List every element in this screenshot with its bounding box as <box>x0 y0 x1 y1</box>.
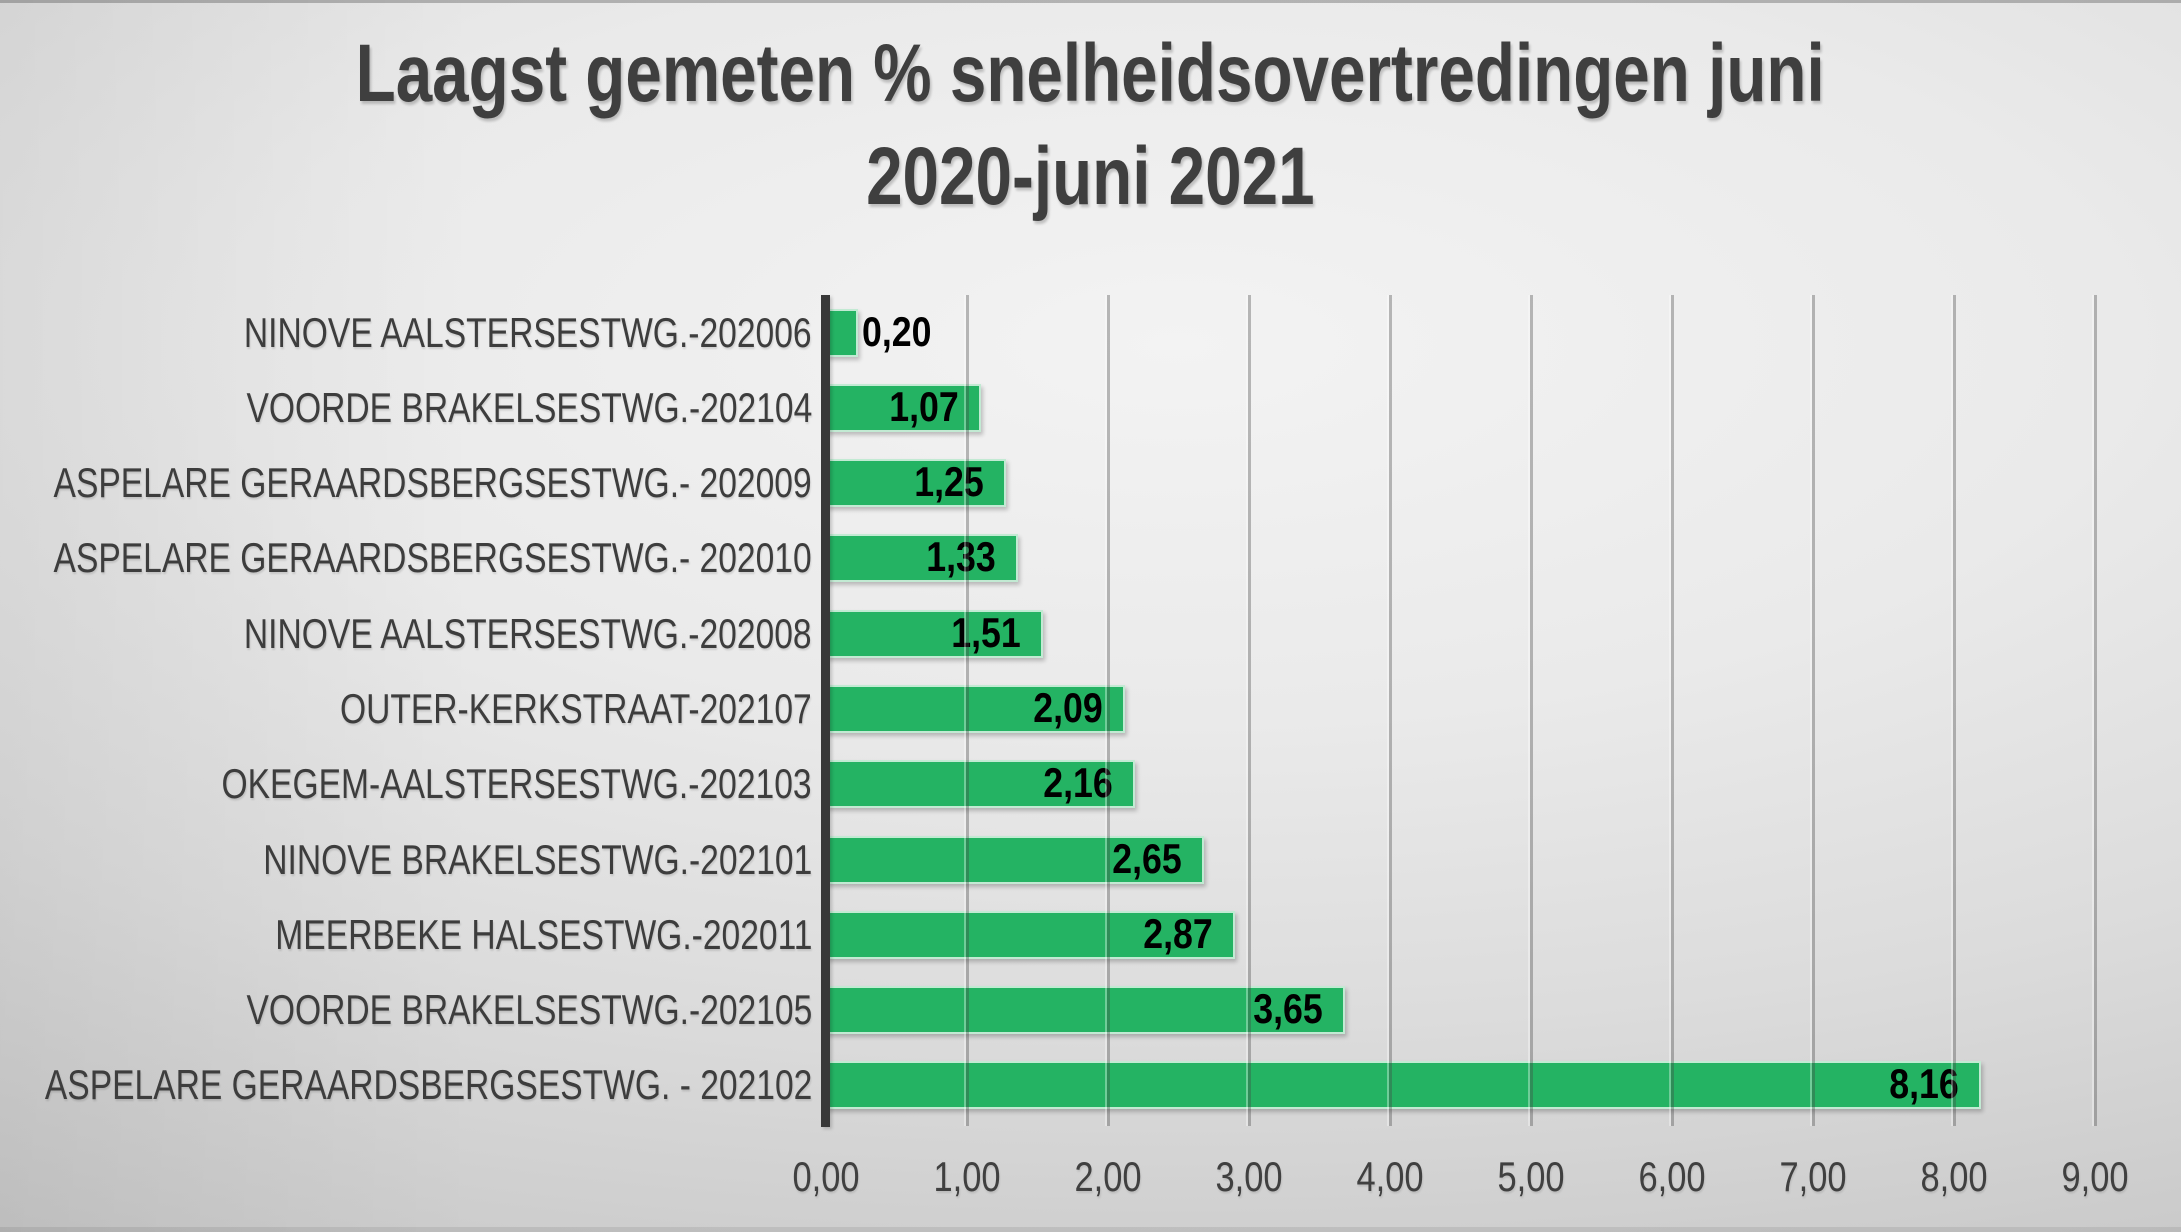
value-label: 2,16 <box>1031 762 1113 804</box>
category-label-text: VOORDE BRAKELSESTWG.-202104 <box>246 384 812 431</box>
category-label: ASPELARE GERAARDSBERGSESTWG. - 202102 <box>0 1064 812 1106</box>
value-label-text: 1,25 <box>914 458 984 506</box>
x-tick-text: 1,00 <box>933 1153 1001 1200</box>
category-label: ASPELARE GERAARDSBERGSESTWG.- 202009 <box>0 462 812 504</box>
chart-title-text-2: 2020-juni 2021 <box>866 131 1315 222</box>
value-label-text: 2,16 <box>1043 759 1113 807</box>
value-label: 1,07 <box>877 386 959 428</box>
bar: 1,25 <box>826 459 1006 507</box>
gridline <box>966 295 969 1126</box>
gridline <box>1530 295 1533 1126</box>
x-tick-label: 3,00 <box>1208 1156 1290 1198</box>
category-label-text: ASPELARE GERAARDSBERGSESTWG. - 202102 <box>44 1061 812 1108</box>
category-label: MEERBEKE HALSESTWG.-202011 <box>141 914 812 956</box>
gridline <box>1389 295 1392 1126</box>
bar: 2,65 <box>826 836 1204 884</box>
x-tick-label: 2,00 <box>1067 1156 1149 1198</box>
category-label: OUTER-KERKSTRAAT-202107 <box>222 688 812 730</box>
value-label-text: 3,65 <box>1253 985 1323 1033</box>
x-tick-label: 5,00 <box>1490 1156 1572 1198</box>
chart-title-line-1: Laagst gemeten % snelheidsovertredingen … <box>0 22 2181 125</box>
category-label-text: NINOVE BRAKELSESTWG.-202101 <box>262 836 812 883</box>
category-label: VOORDE BRAKELSESTWG.-202104 <box>105 387 812 429</box>
value-label: 2,65 <box>1100 838 1182 880</box>
category-label: NINOVE AALSTERSESTWG.-202006 <box>102 312 812 354</box>
x-tick-label: 1,00 <box>926 1156 1008 1198</box>
value-label: 3,65 <box>1241 988 1323 1030</box>
category-label-text: NINOVE AALSTERSESTWG.-202008 <box>244 610 812 657</box>
x-tick-label: 0,00 <box>785 1156 867 1198</box>
chart-title-line-2: 2020-juni 2021 <box>0 125 2181 228</box>
bar: 8,16 <box>826 1061 1981 1109</box>
category-label-text: NINOVE AALSTERSESTWG.-202006 <box>244 309 812 356</box>
category-label-text: ASPELARE GERAARDSBERGSESTWG.- 202010 <box>53 534 812 581</box>
x-tick-text: 8,00 <box>1920 1153 1988 1200</box>
x-tick-label: 7,00 <box>1772 1156 1854 1198</box>
x-tick-label: 8,00 <box>1913 1156 1995 1198</box>
value-label: 2,09 <box>1021 687 1103 729</box>
bar: 1,07 <box>826 384 981 432</box>
value-label: 0,20 <box>862 311 944 353</box>
bar: 1,51 <box>826 610 1043 658</box>
category-label: ASPELARE GERAARDSBERGSESTWG.- 202010 <box>0 537 812 579</box>
gridline <box>1812 295 1815 1126</box>
y-axis-line <box>821 295 830 1127</box>
value-label-text: 1,07 <box>889 383 959 431</box>
gridline <box>2094 295 2097 1126</box>
value-label-text: 2,65 <box>1112 835 1182 883</box>
category-label-text: VOORDE BRAKELSESTWG.-202105 <box>246 986 812 1033</box>
bar: 2,09 <box>826 685 1125 733</box>
x-tick-label: 9,00 <box>2054 1156 2136 1198</box>
bar: 2,16 <box>826 760 1135 808</box>
x-tick-text: 3,00 <box>1215 1153 1283 1200</box>
x-tick-text: 6,00 <box>1638 1153 1706 1200</box>
category-label-text: MEERBEKE HALSESTWG.-202011 <box>274 911 812 958</box>
category-label: OKEGEM-AALSTERSESTWG.-202103 <box>74 763 812 805</box>
bar: 2,87 <box>826 911 1235 959</box>
value-label: 1,25 <box>902 461 984 503</box>
x-tick-text: 0,00 <box>792 1153 860 1200</box>
gridline <box>1671 295 1674 1126</box>
category-label-text: OKEGEM-AALSTERSESTWG.-202103 <box>221 760 812 807</box>
value-label: 1,33 <box>914 536 996 578</box>
value-label: 2,87 <box>1131 913 1213 955</box>
chart-title-text-1: Laagst gemeten % snelheidsovertredingen … <box>355 28 1826 119</box>
x-tick-text: 5,00 <box>1497 1153 1565 1200</box>
x-tick-label: 4,00 <box>1349 1156 1431 1198</box>
category-label: VOORDE BRAKELSESTWG.-202105 <box>105 989 812 1031</box>
value-label-text: 8,16 <box>1889 1060 1959 1108</box>
chart-title: Laagst gemeten % snelheidsovertredingen … <box>0 22 2181 228</box>
x-tick-text: 2,00 <box>1074 1153 1142 1200</box>
value-label-text: 1,33 <box>926 533 996 581</box>
bar: 3,65 <box>826 986 1345 1034</box>
x-tick-text: 4,00 <box>1356 1153 1424 1200</box>
category-label-text: ASPELARE GERAARDSBERGSESTWG.- 202009 <box>53 459 812 506</box>
value-label: 1,51 <box>939 612 1021 654</box>
value-label-text: 0,20 <box>862 308 932 356</box>
value-label: 8,16 <box>1877 1063 1959 1105</box>
category-label: NINOVE AALSTERSESTWG.-202008 <box>102 613 812 655</box>
gridline <box>1107 295 1110 1126</box>
x-tick-label: 6,00 <box>1631 1156 1713 1198</box>
x-tick-text: 7,00 <box>1779 1153 1847 1200</box>
gridline <box>1248 295 1251 1126</box>
value-label-text: 2,09 <box>1033 684 1103 732</box>
gridline <box>1953 295 1956 1126</box>
value-label-text: 1,51 <box>951 609 1021 657</box>
category-label: NINOVE BRAKELSESTWG.-202101 <box>126 839 812 881</box>
bar: 0,20 <box>826 309 931 357</box>
category-label-text: OUTER-KERKSTRAAT-202107 <box>340 685 812 732</box>
bar: 1,33 <box>826 534 1018 582</box>
value-label-text: 2,87 <box>1143 910 1213 958</box>
x-tick-text: 9,00 <box>2061 1153 2129 1200</box>
